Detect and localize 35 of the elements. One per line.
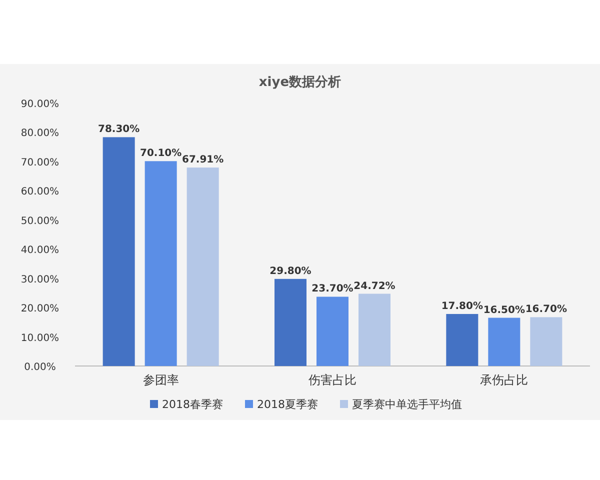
y-tick-label: 90.00% [20,99,60,110]
y-tick-label: 80.00% [20,128,60,140]
bar [488,318,520,366]
data-label: 17.80% [441,300,483,312]
legend-label: 2018夏季赛 [257,398,318,411]
y-tick-label: 20.00% [20,304,60,315]
data-label: 24.72% [354,280,396,292]
bar [102,137,135,366]
y-tick-label: 60.00% [20,186,60,198]
data-label: 67.91% [182,154,224,166]
bar [274,278,306,366]
data-label: 29.80% [270,266,312,277]
data-label: 78.30% [98,124,140,136]
bar [358,294,390,366]
x-tick-label: 伤害占比 [308,373,356,387]
data-label: 16.50% [483,304,525,316]
y-tick-label: 70.00% [20,157,60,168]
y-tick-label: 30.00% [20,274,60,286]
bar [316,296,348,366]
data-label: 23.70% [312,284,354,295]
y-tick-label: 10.00% [20,332,60,344]
x-tick-label: 承伤占比 [480,373,528,387]
x-tick-label: 参团率 [142,373,179,387]
y-tick-label: 50.00% [20,216,60,227]
legend-label: 2018春季赛 [162,398,223,411]
bar [144,161,177,366]
data-label: 70.10% [140,148,182,160]
bar [446,314,478,366]
legend-label: 夏季赛中单选手平均值 [352,398,462,411]
y-tick-label: 40.00% [20,245,60,256]
bar [186,168,219,366]
bar [530,317,562,366]
data-label: 16.70% [525,304,567,316]
y-tick-label: 0.00% [24,362,56,373]
chart-title: xiye数据分析 [258,75,342,90]
